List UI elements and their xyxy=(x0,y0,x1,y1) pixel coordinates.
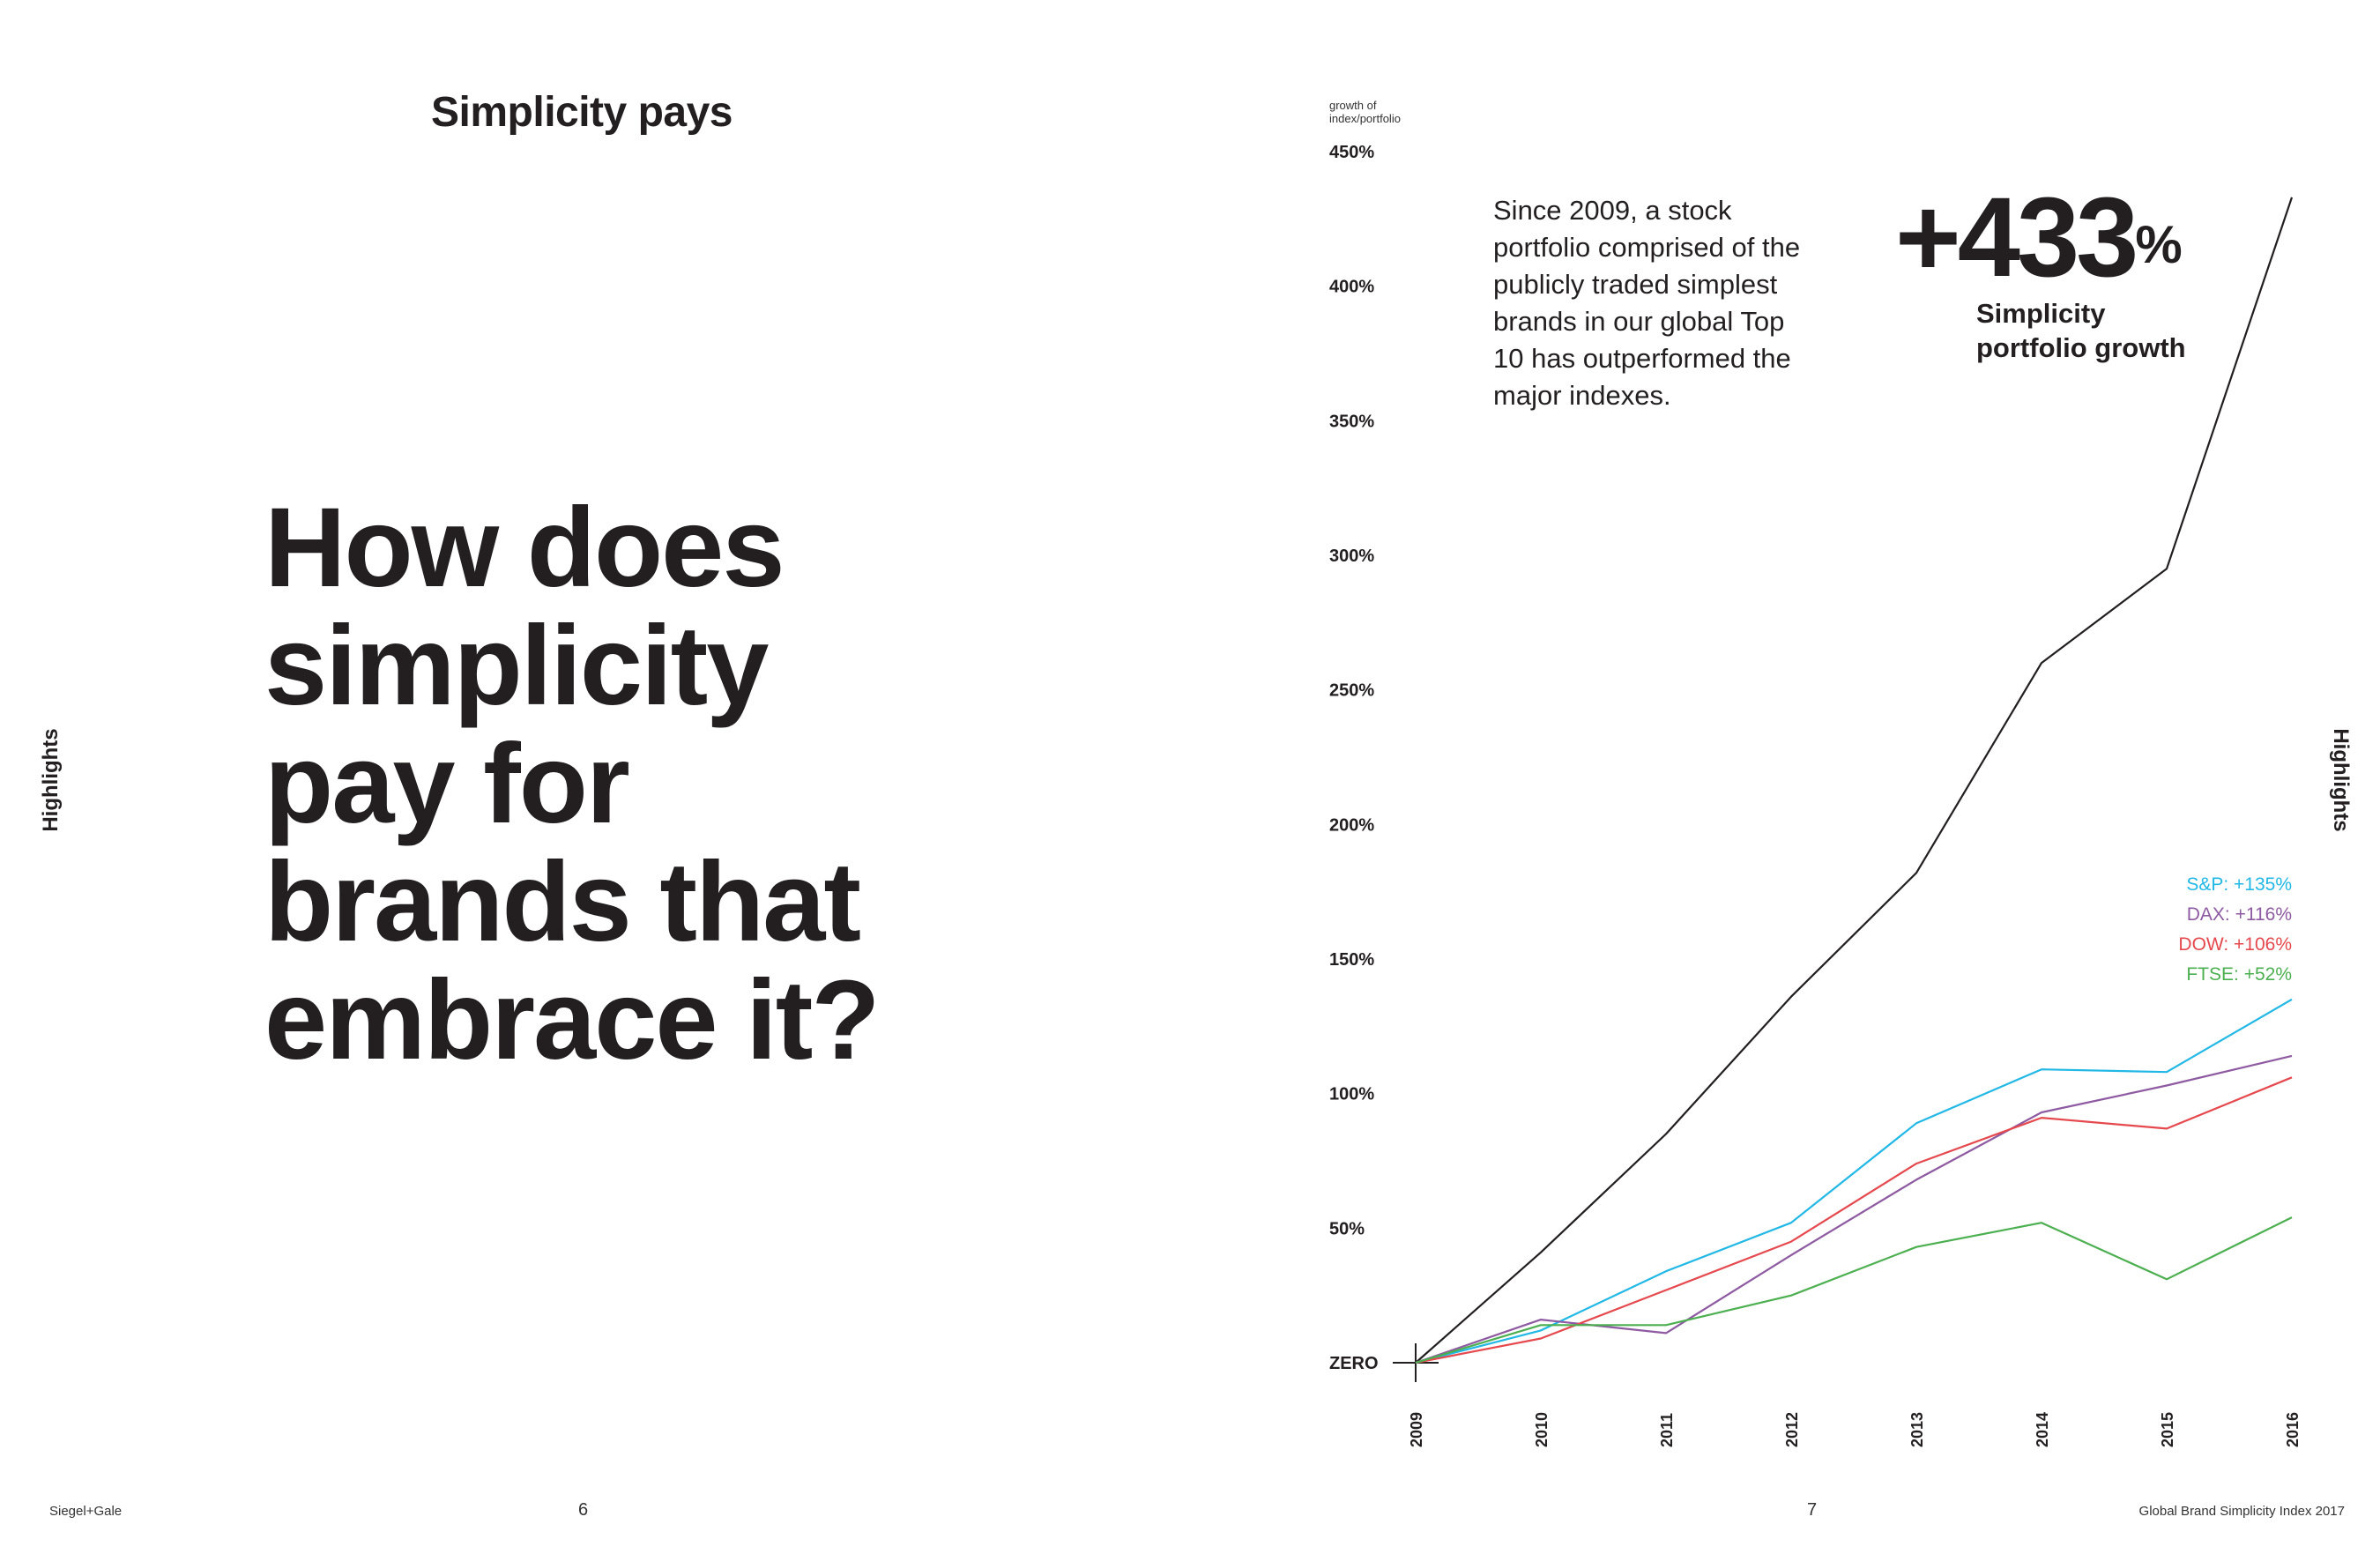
series-line-ftse xyxy=(1415,1216,2293,1364)
y-tick-label: 300% xyxy=(1329,547,1374,566)
section-title: Simplicity pays xyxy=(431,89,733,136)
x-tick-label: 2011 xyxy=(1658,1413,1676,1447)
y-axis-label-line: growth of xyxy=(1329,99,1377,112)
x-tick-label: 2009 xyxy=(1408,1412,1425,1447)
series-line-dow xyxy=(1415,1076,2293,1364)
headline-line: embrace it? xyxy=(264,957,881,1083)
series-line-simplicity xyxy=(1415,197,2294,1364)
stat-label-line: Simplicity xyxy=(1976,298,2106,329)
intro-line: publicly traded simplest xyxy=(1493,269,1778,300)
y-tick-label: 50% xyxy=(1329,1219,1365,1238)
legend-label-dax: DAX: +116% xyxy=(2187,904,2292,925)
headline-line: How does xyxy=(264,485,785,611)
intro-line: Since 2009, a stock xyxy=(1493,195,1732,226)
headline-line: brands that xyxy=(264,839,861,965)
side-tab-right: Highlights xyxy=(2329,728,2353,832)
y-tick-label: 400% xyxy=(1329,278,1374,297)
x-tick-label: 2014 xyxy=(2034,1412,2051,1447)
x-tick-label: 2010 xyxy=(1533,1412,1551,1447)
legend-label-ftse: FTSE: +52% xyxy=(2186,964,2292,985)
page-number-left: 6 xyxy=(578,1500,589,1520)
stat-number: +433 xyxy=(1895,175,2138,301)
stat-label-line: portfolio growth xyxy=(1976,332,2186,363)
legend-label-sp: S&P: +135% xyxy=(2186,874,2292,895)
intro-line: 10 has outperformed the xyxy=(1493,343,1791,374)
page-number-right: 7 xyxy=(1807,1500,1818,1520)
y-tick-label: 150% xyxy=(1329,950,1374,970)
footer-brand: Siegel+Gale xyxy=(49,1504,123,1519)
series-line-sp xyxy=(1415,998,2293,1364)
stat-value: +433% xyxy=(1895,176,2183,300)
y-axis-label: growth of index/portfolio xyxy=(1329,99,1435,125)
y-tick-label: 200% xyxy=(1329,815,1374,835)
series-line-dax xyxy=(1415,1054,2293,1364)
y-tick-label: 450% xyxy=(1329,143,1374,162)
intro-line: brands in our global Top xyxy=(1493,306,1785,337)
y-axis-label-line: index/portfolio xyxy=(1329,112,1401,125)
headline: How does simplicity pay for brands that … xyxy=(264,489,1058,1080)
y-tick-label: ZERO xyxy=(1329,1354,1379,1373)
x-tick-label: 2015 xyxy=(2159,1412,2176,1447)
y-tick-label: 100% xyxy=(1329,1085,1374,1104)
headline-line: simplicity xyxy=(264,603,769,729)
y-tick-label: 250% xyxy=(1329,681,1374,701)
x-tick-label: 2012 xyxy=(1783,1412,1801,1447)
intro-line: portfolio comprised of the xyxy=(1493,232,1801,263)
stat-unit: % xyxy=(2135,215,2183,274)
footer-title: Global Brand Simplicity Index 2017 xyxy=(2138,1504,2345,1519)
intro-text: Since 2009, a stock portfolio comprised … xyxy=(1493,192,1828,414)
stat-label: Simplicity portfolio growth xyxy=(1976,296,2186,365)
x-tick-label: 2013 xyxy=(1908,1412,1926,1447)
legend-label-dow: DOW: +106% xyxy=(2178,934,2292,955)
y-tick-label: 350% xyxy=(1329,412,1374,431)
x-tick-label: 2016 xyxy=(2284,1412,2302,1447)
intro-line: major indexes. xyxy=(1493,380,1671,411)
headline-line: pay for xyxy=(264,721,630,847)
